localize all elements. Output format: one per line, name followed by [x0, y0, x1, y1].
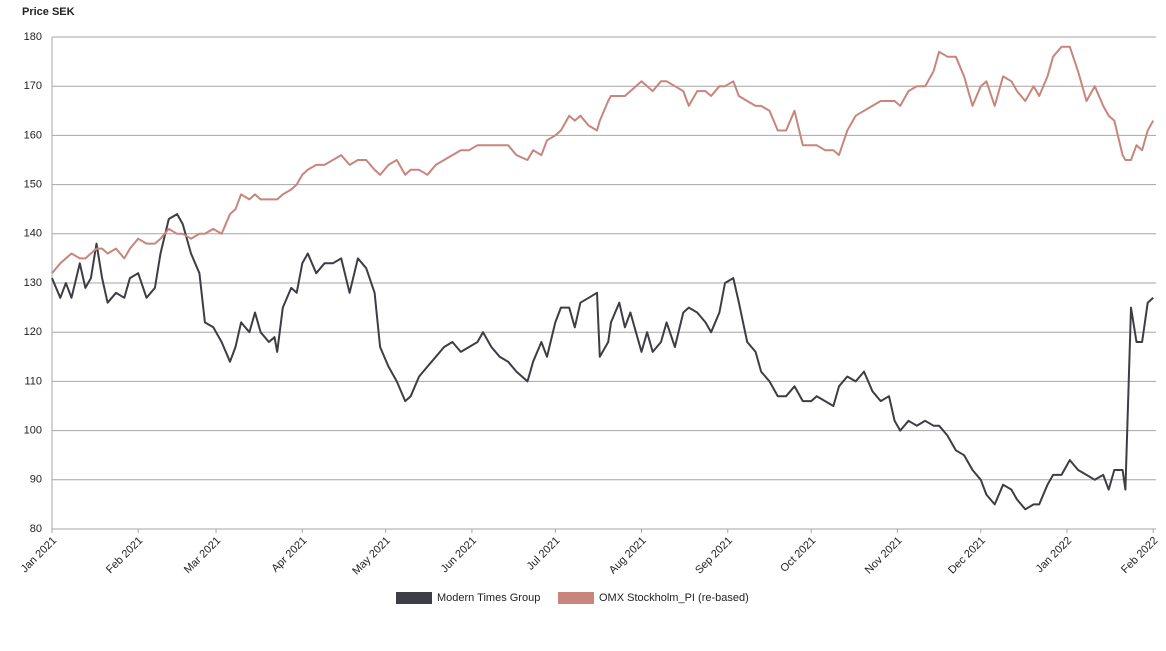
- y-tick-label: 160: [24, 129, 42, 141]
- x-tick-label: Oct 2021: [778, 535, 818, 575]
- x-tick-label: Nov 2021: [863, 535, 905, 577]
- x-tick-label: Jun 2021: [439, 535, 479, 575]
- x-tick-label: Aug 2021: [607, 535, 649, 577]
- x-tick-label: Feb 2022: [1119, 535, 1160, 576]
- y-tick-label: 140: [24, 228, 42, 240]
- y-tick-label: 120: [24, 326, 42, 338]
- x-tick-label: Jan 2022: [1034, 535, 1074, 575]
- y-tick-label: 150: [24, 179, 42, 191]
- legend-swatch: [396, 592, 432, 604]
- x-tick-label: Mar 2021: [182, 535, 223, 576]
- y-tick-label: 80: [30, 523, 42, 535]
- legend-label: OMX Stockholm_PI (re-based): [599, 592, 749, 604]
- x-tick-label: Sep 2021: [693, 535, 735, 577]
- y-tick-label: 90: [30, 474, 42, 486]
- legend-label: Modern Times Group: [437, 592, 540, 604]
- y-tick-label: 130: [24, 277, 42, 289]
- series-line: [51, 213, 1154, 511]
- y-tick-label: 170: [24, 80, 42, 92]
- y-axis-label: Price SEK: [22, 6, 75, 18]
- y-tick-label: 110: [24, 375, 42, 387]
- x-tick-label: Apr 2021: [269, 535, 309, 575]
- x-tick-label: May 2021: [350, 535, 393, 578]
- y-tick-label: 100: [24, 425, 42, 437]
- x-tick-label: Dec 2021: [946, 535, 988, 577]
- x-tick-label: Jul 2021: [525, 535, 563, 573]
- y-tick-label: 180: [24, 31, 42, 43]
- x-tick-label: Feb 2021: [104, 535, 145, 576]
- series-line: [51, 45, 1155, 274]
- x-tick-label: Jan 2021: [19, 535, 59, 575]
- legend-swatch: [558, 592, 594, 604]
